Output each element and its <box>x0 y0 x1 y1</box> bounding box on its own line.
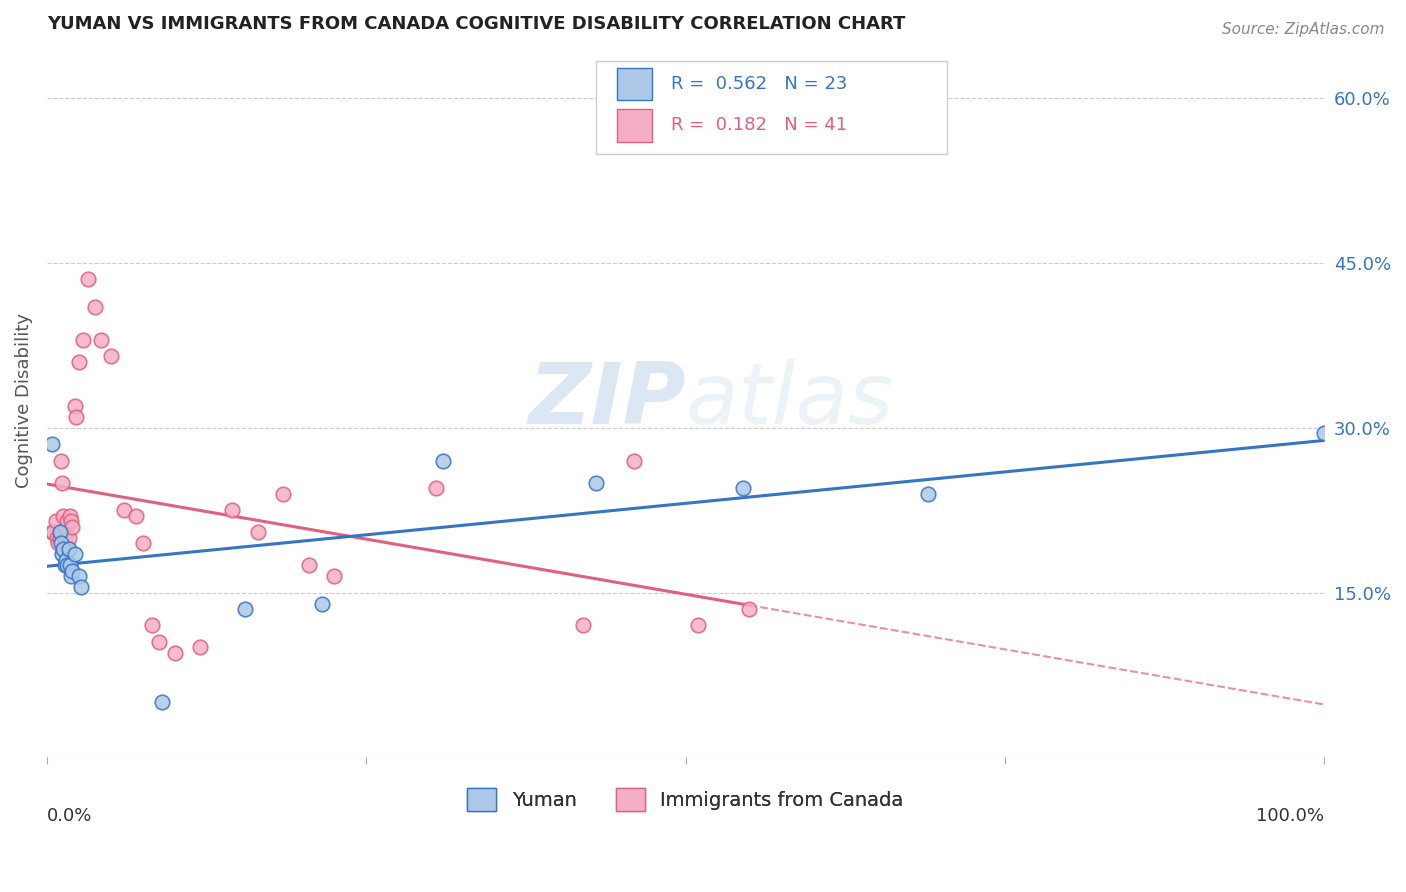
Point <box>425 481 447 495</box>
Point <box>58 531 80 545</box>
Point <box>55 519 77 533</box>
Point <box>52 541 75 556</box>
Point <box>41 437 63 451</box>
Point <box>48 524 70 539</box>
Point <box>51 547 73 561</box>
Point <box>271 486 294 500</box>
Point <box>125 508 148 523</box>
Point <box>738 602 761 616</box>
Legend: Yuman, Immigrants from Canada: Yuman, Immigrants from Canada <box>460 780 911 819</box>
Point <box>100 349 122 363</box>
Point <box>90 333 112 347</box>
Point <box>55 552 77 566</box>
FancyBboxPatch shape <box>617 110 652 142</box>
Point <box>45 514 67 528</box>
Point <box>84 300 107 314</box>
Point <box>572 618 595 632</box>
Point <box>76 272 98 286</box>
Point <box>150 695 173 709</box>
Point <box>60 514 83 528</box>
Point <box>63 399 86 413</box>
Text: R =  0.182   N = 41: R = 0.182 N = 41 <box>672 117 848 135</box>
Y-axis label: Cognitive Disability: Cognitive Disability <box>15 312 32 488</box>
Point <box>163 646 186 660</box>
Point <box>59 558 82 572</box>
Text: 0.0%: 0.0% <box>46 807 93 825</box>
Point <box>141 618 163 632</box>
Point <box>585 475 607 490</box>
Point <box>67 569 90 583</box>
Point <box>298 558 321 572</box>
FancyBboxPatch shape <box>596 61 948 153</box>
Point <box>60 569 83 583</box>
Point <box>623 453 645 467</box>
Text: YUMAN VS IMMIGRANTS FROM CANADA COGNITIVE DISABILITY CORRELATION CHART: YUMAN VS IMMIGRANTS FROM CANADA COGNITIV… <box>46 15 905 33</box>
Point <box>62 564 84 578</box>
Point <box>48 531 70 545</box>
Point <box>42 524 65 539</box>
Point <box>51 475 73 490</box>
Point <box>323 569 346 583</box>
Point <box>62 519 84 533</box>
Point <box>148 635 170 649</box>
Point <box>65 409 87 424</box>
Point <box>56 514 79 528</box>
Point <box>63 547 86 561</box>
Text: ZIP: ZIP <box>527 359 686 442</box>
Point <box>688 618 710 632</box>
Point <box>41 524 63 539</box>
Point <box>246 524 269 539</box>
Point <box>56 558 79 572</box>
Point <box>53 531 76 545</box>
Point <box>233 602 256 616</box>
Text: 100.0%: 100.0% <box>1256 807 1324 825</box>
Point <box>49 536 72 550</box>
Point <box>59 508 82 523</box>
Text: R =  0.562   N = 23: R = 0.562 N = 23 <box>672 75 848 93</box>
Point <box>188 640 211 655</box>
Point <box>72 333 94 347</box>
Point <box>70 580 93 594</box>
Point <box>67 354 90 368</box>
Point <box>58 541 80 556</box>
Text: atlas: atlas <box>686 359 894 442</box>
Point <box>917 486 939 500</box>
Point <box>49 453 72 467</box>
Point <box>1313 426 1336 441</box>
Point <box>46 531 69 545</box>
FancyBboxPatch shape <box>617 68 652 100</box>
Point <box>432 453 454 467</box>
Point <box>731 481 754 495</box>
Text: Source: ZipAtlas.com: Source: ZipAtlas.com <box>1222 22 1385 37</box>
Point <box>53 558 76 572</box>
Point <box>112 503 135 517</box>
Point <box>221 503 243 517</box>
Point <box>131 536 153 550</box>
Point <box>311 597 333 611</box>
Point <box>48 536 70 550</box>
Point <box>52 508 75 523</box>
